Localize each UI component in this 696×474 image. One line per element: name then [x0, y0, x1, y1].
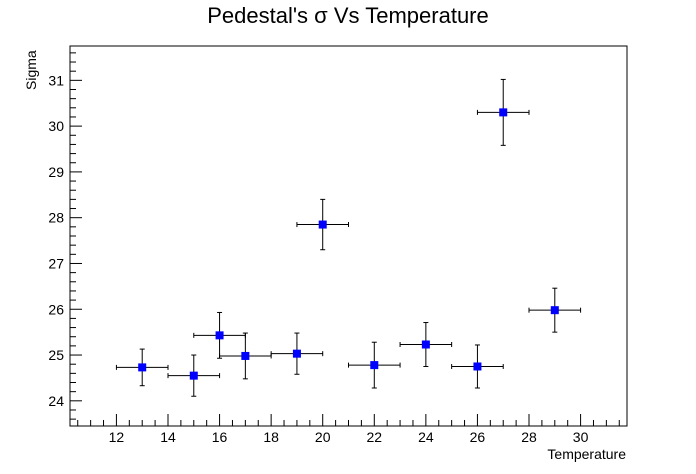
x-tick-label: 18 [263, 429, 279, 445]
y-tick-label: 24 [48, 393, 64, 409]
chart-title: Pedestal's σ Vs Temperature [207, 3, 489, 28]
point-marker [473, 362, 482, 371]
data-point [296, 198, 349, 251]
x-tick-label: 24 [418, 429, 434, 445]
point-marker [292, 349, 301, 358]
data-point [193, 311, 246, 359]
point-marker [370, 361, 379, 370]
data-point [270, 332, 324, 375]
plot-frame [69, 45, 628, 427]
point-marker [241, 351, 250, 360]
point-marker [189, 371, 198, 380]
y-tick-label: 25 [48, 347, 64, 363]
tick-labels: 12 14 16 18 20 22 24 26 28 30 24 25 26 27 28 29 30 31 [48, 72, 588, 445]
x-tick-label: 22 [366, 429, 382, 445]
y-tick-label: 27 [48, 255, 64, 271]
y-tick-label: 30 [48, 118, 64, 134]
y-axis-label: Sigma [23, 50, 39, 90]
data-point [476, 78, 530, 146]
x-tick-label: 14 [160, 429, 176, 445]
x-tick-label: 28 [521, 429, 537, 445]
x-tick-label: 26 [470, 429, 486, 445]
point-marker [318, 220, 327, 229]
y-tick-label: 29 [48, 164, 64, 180]
point-marker [550, 306, 559, 315]
data-point [451, 344, 504, 389]
y-tick-label: 28 [48, 210, 64, 226]
data-point [167, 354, 221, 397]
y-tick-label: 26 [48, 301, 64, 317]
point-marker [138, 363, 147, 372]
data-point [528, 287, 582, 333]
point-marker [421, 340, 430, 349]
x-tick-label: 20 [315, 429, 331, 445]
point-marker [215, 331, 224, 340]
data-point [399, 322, 453, 367]
data-point [219, 332, 272, 380]
data-points [115, 78, 582, 397]
y-tick-label: 31 [48, 72, 64, 88]
data-point [348, 341, 401, 389]
x-tick-label: 16 [212, 429, 228, 445]
x-tick-label: 30 [573, 429, 589, 445]
data-point [115, 348, 169, 387]
axis-ticks [70, 52, 620, 426]
x-axis-label: Temperature [547, 446, 626, 462]
x-tick-label: 12 [109, 429, 125, 445]
point-marker [499, 108, 508, 117]
